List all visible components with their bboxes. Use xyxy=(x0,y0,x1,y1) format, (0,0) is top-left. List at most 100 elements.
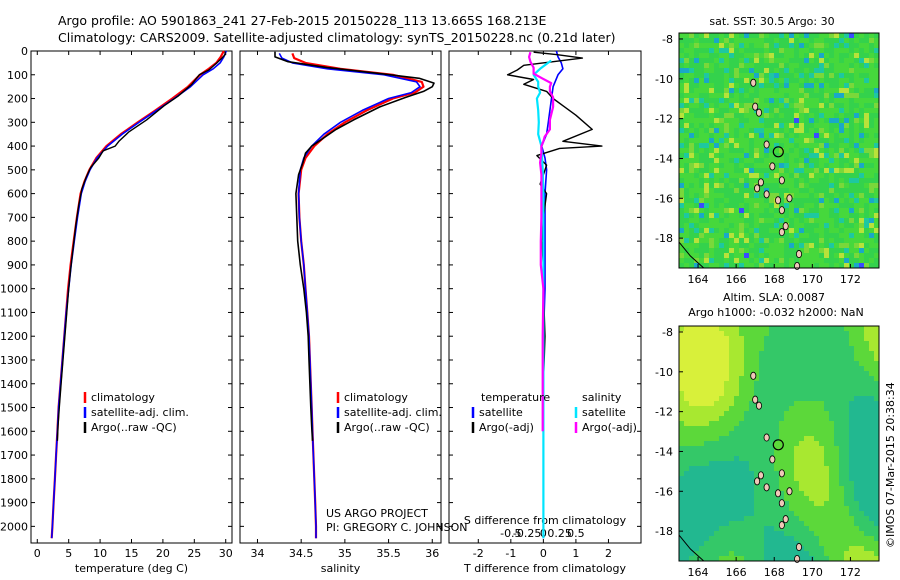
sla-map-cell xyxy=(769,366,774,371)
sst-map-cell xyxy=(869,203,874,208)
sla-map-cell xyxy=(729,516,734,521)
sst-map-cell xyxy=(794,178,799,183)
sla-map-cell xyxy=(834,541,839,546)
sst-map-cell xyxy=(694,233,699,238)
sst-map-cell xyxy=(749,143,754,148)
sla-map-cell xyxy=(754,521,759,526)
sst-map-cell xyxy=(849,83,854,88)
sst-map-cell xyxy=(839,143,844,148)
sst-map-cell xyxy=(679,48,684,53)
sst-map-cell xyxy=(719,63,724,68)
sst-map-cell xyxy=(734,58,739,63)
sla-map-cell xyxy=(799,376,804,381)
sla-map-cell xyxy=(864,476,869,481)
sst-map-cell xyxy=(769,53,774,58)
sla-map-cell xyxy=(864,401,869,406)
sst-map-cell xyxy=(859,253,864,258)
sla-map-cell xyxy=(824,461,829,466)
sla-map-cell xyxy=(724,376,729,381)
sst-map-cell xyxy=(809,168,814,173)
sst-map-cell xyxy=(799,218,804,223)
sla-map-cell xyxy=(724,356,729,361)
sst-map-cell xyxy=(809,248,814,253)
sla-map-cell xyxy=(864,491,869,496)
sla-map-cell xyxy=(749,381,754,386)
sla-map-cell xyxy=(774,541,779,546)
sla-map-cell xyxy=(844,346,849,351)
sst-map-cell xyxy=(724,178,729,183)
sla-map-cell xyxy=(804,416,809,421)
sla-map-cell xyxy=(809,376,814,381)
sla-map-cell xyxy=(734,341,739,346)
sla-map-cell xyxy=(829,416,834,421)
temperature-difference-tick-label: -1 xyxy=(505,547,516,560)
sla-map-cell xyxy=(779,511,784,516)
sla-map-cell xyxy=(729,526,734,531)
sst-map-cell xyxy=(679,213,684,218)
sla-map-cell xyxy=(679,511,684,516)
sst-map-cell xyxy=(749,93,754,98)
sla-map-cell xyxy=(819,351,824,356)
sst-map-cell xyxy=(819,63,824,68)
sla-map-cell xyxy=(754,341,759,346)
sst-map-cell xyxy=(774,48,779,53)
sst-map-cell xyxy=(684,158,689,163)
sla-map-cell xyxy=(729,551,734,556)
sst-map-cell xyxy=(749,233,754,238)
sst-map-cell xyxy=(704,233,709,238)
sla-map-cell xyxy=(794,536,799,541)
sla-map-cell xyxy=(684,326,689,331)
sla-map-cell xyxy=(824,396,829,401)
sst-map-cell xyxy=(809,68,814,73)
sst-map-cell xyxy=(864,73,869,78)
sst-map-cell xyxy=(854,88,859,93)
sla-map-cell xyxy=(749,481,754,486)
sst-map-cell xyxy=(819,173,824,178)
sst-map-cell xyxy=(724,38,729,43)
sla-map-cell xyxy=(844,546,849,551)
sla-map-cell xyxy=(854,466,859,471)
sla-map-cell xyxy=(804,511,809,516)
sst-map-cell xyxy=(749,168,754,173)
salinity-legend-item-label: Argo(..raw -QC) xyxy=(344,421,430,434)
sla-map-cell xyxy=(869,516,874,521)
sst-map-cell xyxy=(859,173,864,178)
sst-map-cell xyxy=(704,183,709,188)
sla-map-cell xyxy=(824,391,829,396)
sla-map-cell xyxy=(779,331,784,336)
sla-map-cell xyxy=(679,496,684,501)
sst-map-cell xyxy=(839,158,844,163)
sst-map-cell xyxy=(724,233,729,238)
sla-map-cell xyxy=(859,551,864,556)
sla-map-cell xyxy=(874,491,879,496)
sla-map-cell xyxy=(814,381,819,386)
sst-map-cell xyxy=(734,128,739,133)
sst-map-cell xyxy=(784,143,789,148)
sla-map-cell xyxy=(794,481,799,486)
sla-map-cell xyxy=(794,391,799,396)
sla-map-cell xyxy=(794,376,799,381)
sst-map-cell xyxy=(679,218,684,223)
sst-map-cell xyxy=(839,68,844,73)
sla-map-cell xyxy=(684,526,689,531)
sla-map-cell xyxy=(694,346,699,351)
sla-map-cell xyxy=(694,521,699,526)
sst-map-cell xyxy=(839,218,844,223)
sla-map-cell xyxy=(794,326,799,331)
sst-map-cell xyxy=(789,253,794,258)
sla-map-cell xyxy=(809,546,814,551)
sla-map-cell xyxy=(819,416,824,421)
sla-map-cell xyxy=(689,371,694,376)
sla-map-cell xyxy=(779,416,784,421)
sla-map-cell xyxy=(809,346,814,351)
sla-map-cell xyxy=(739,451,744,456)
sla-map-cell xyxy=(864,351,869,356)
sla-map-cell xyxy=(729,436,734,441)
sla-map-cell xyxy=(809,391,814,396)
sst-map-cell xyxy=(784,178,789,183)
sst-map-cell xyxy=(724,168,729,173)
sst-map-cell xyxy=(734,258,739,263)
sst-map-cell xyxy=(684,43,689,48)
sst-map-cell xyxy=(719,173,724,178)
sla-map-cell xyxy=(824,531,829,536)
